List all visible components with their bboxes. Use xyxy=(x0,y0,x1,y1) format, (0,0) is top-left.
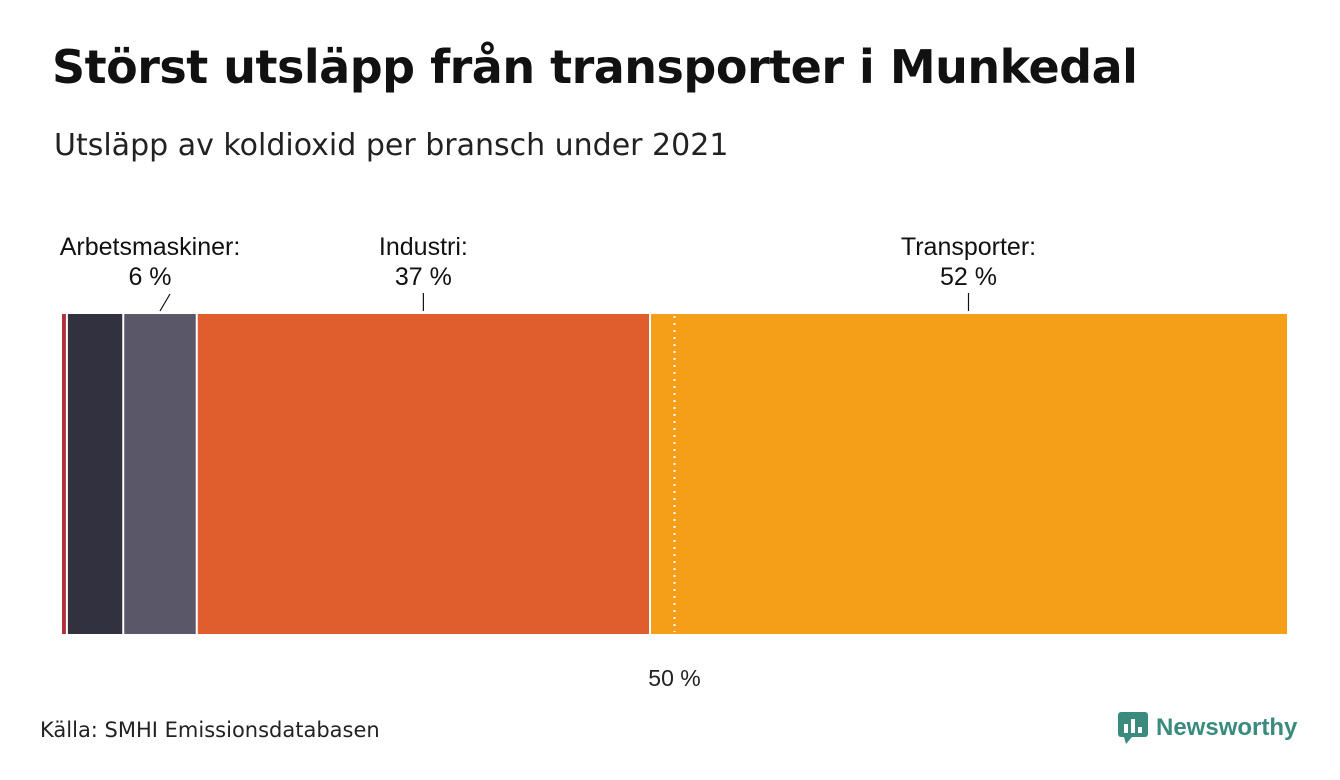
brand-name: Newsworthy xyxy=(1156,714,1298,741)
bar-segment-arbetsmaskiner xyxy=(124,314,196,634)
segment-label-arbetsmaskiner: Arbetsmaskiner: xyxy=(60,233,241,261)
newsworthy-icon xyxy=(1118,712,1148,744)
brand-logo: Newsworthy xyxy=(1118,712,1297,744)
bar-segment-seg-2 xyxy=(67,314,123,634)
chart-subtitle: Utsläpp av koldioxid per bransch under 2… xyxy=(54,128,729,163)
source-note: Källa: SMHI Emissionsdatabasen xyxy=(40,718,380,742)
stacked-bar-chart: 50 % Arbetsmaskiner:6 % Industri:37 % Trans… xyxy=(60,233,1287,691)
segment-label-industri: Industri: xyxy=(379,233,468,261)
segment-value-label-industri: 37 % xyxy=(395,263,452,291)
reference-line-label: 50 % xyxy=(648,665,700,691)
chart-title: Störst utsläpp från transporter i Munked… xyxy=(52,40,1138,94)
bar-segment-transporter xyxy=(651,314,1287,634)
bar-segment-industri xyxy=(197,314,649,634)
segment-value-label-arbetsmaskiner: 6 % xyxy=(128,263,171,291)
bar-segment-seg-1 xyxy=(62,314,66,634)
segment-label-transporter: Transporter: xyxy=(901,233,1036,261)
segment-value-label-transporter: 52 % xyxy=(940,263,997,291)
leader-line-arbetsmaskiner xyxy=(159,293,171,312)
